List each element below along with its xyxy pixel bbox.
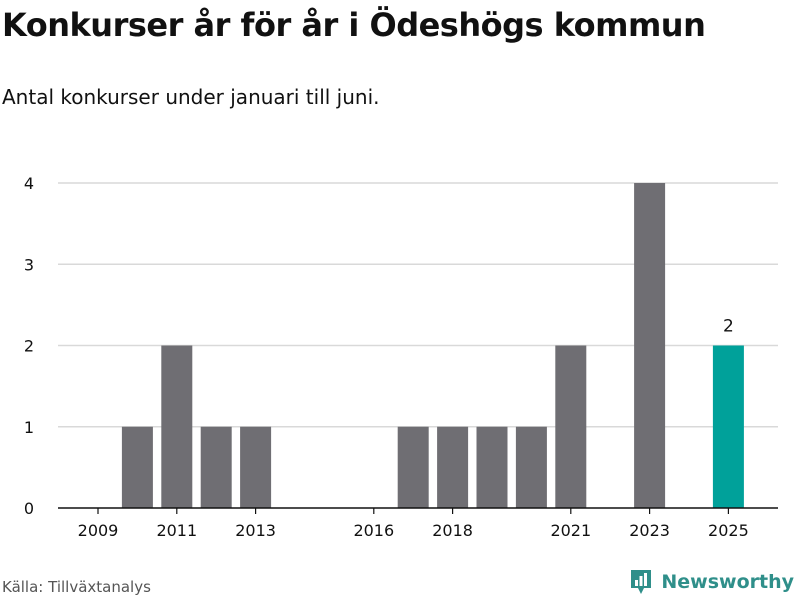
- y-tick-label: 1: [24, 418, 34, 437]
- y-tick-label: 0: [24, 499, 34, 518]
- bar-2020: [515, 426, 547, 508]
- y-tick-label: 3: [24, 255, 34, 274]
- chart-subtitle: Antal konkurser under januari till juni.: [2, 85, 380, 109]
- bar-2012: [200, 426, 232, 508]
- x-tick-label: 2013: [235, 521, 276, 540]
- bar-2011: [161, 345, 193, 508]
- brand-name: Newsworthy: [661, 571, 794, 593]
- x-tick-label: 2009: [78, 521, 119, 540]
- bar-2017: [397, 426, 429, 508]
- bar-2021: [555, 345, 587, 508]
- x-tick-label: 2018: [432, 521, 473, 540]
- bar-2018: [437, 426, 469, 508]
- x-tick-label: 2021: [550, 521, 591, 540]
- x-tick-label: 2025: [708, 521, 749, 540]
- bar-2019: [476, 426, 508, 508]
- y-tick-label: 4: [24, 174, 34, 193]
- bar-chart-logo-icon: [631, 570, 652, 594]
- brand-logo[interactable]: Newsworthy: [629, 568, 794, 596]
- x-tick-label: 2016: [353, 521, 394, 540]
- y-tick-label: 2: [24, 337, 34, 356]
- bar-2010: [121, 426, 153, 508]
- x-tick-label: 2011: [156, 521, 197, 540]
- bar-2025: [712, 345, 744, 508]
- data-label-2025: 2: [723, 317, 734, 337]
- bar-2023: [634, 183, 666, 508]
- x-tick-label: 2023: [629, 521, 670, 540]
- bar-2013: [240, 426, 272, 508]
- chart-title: Konkurser år för år i Ödeshögs kommun: [2, 6, 706, 44]
- source-note: Källa: Tillväxtanalys: [2, 578, 151, 596]
